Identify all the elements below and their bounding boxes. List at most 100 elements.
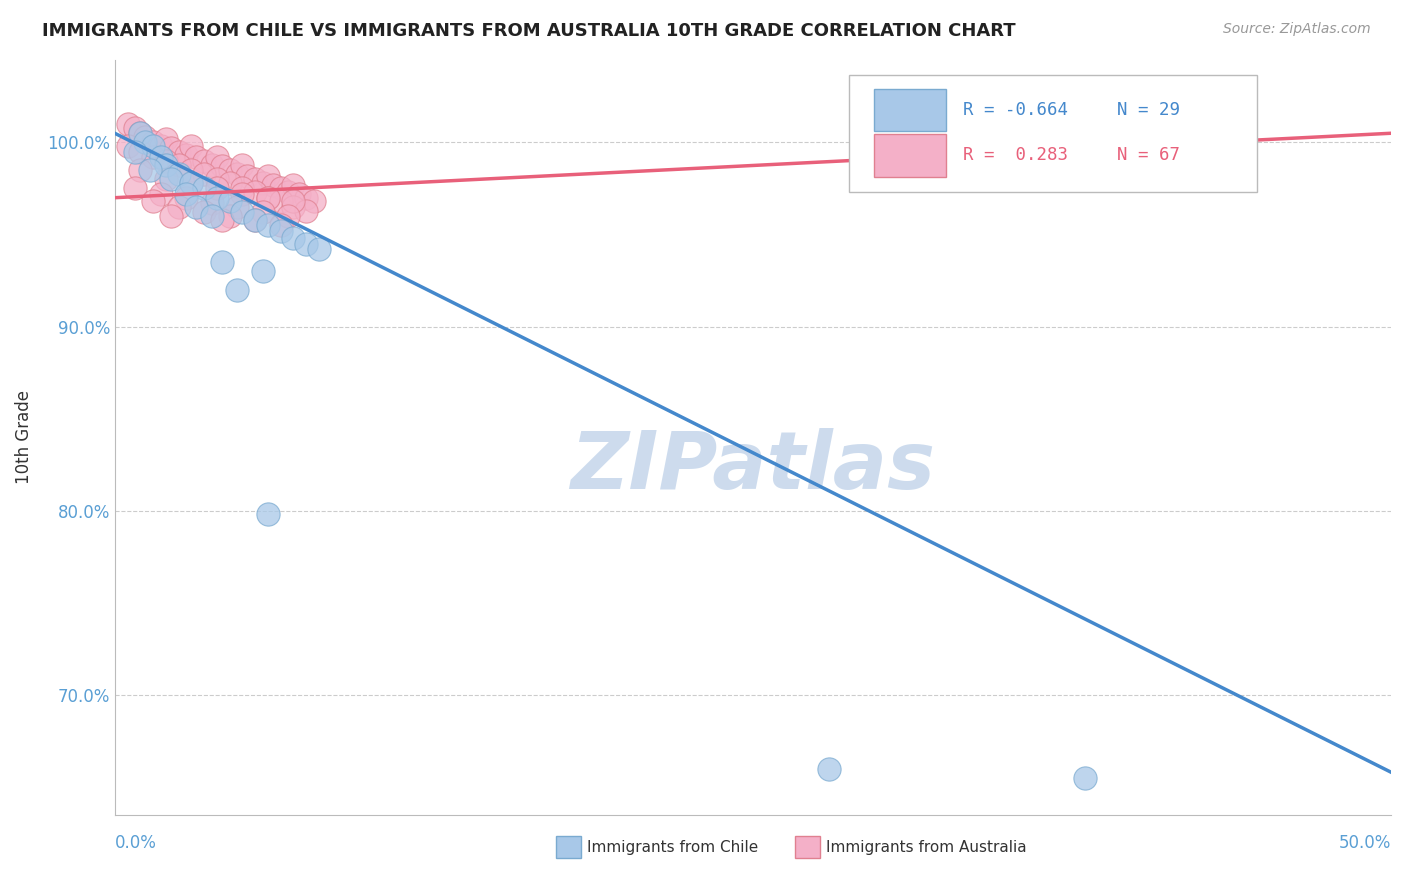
Point bbox=[270, 181, 292, 195]
Point bbox=[295, 191, 318, 205]
Point bbox=[142, 150, 165, 164]
Point bbox=[193, 181, 215, 195]
Text: 50.0%: 50.0% bbox=[1339, 834, 1391, 852]
Point bbox=[243, 185, 266, 199]
Point bbox=[211, 255, 233, 269]
Point bbox=[218, 209, 240, 223]
Point bbox=[149, 139, 172, 153]
Point bbox=[295, 236, 318, 251]
Point bbox=[270, 224, 292, 238]
Text: N = 67: N = 67 bbox=[1116, 146, 1180, 164]
Point bbox=[818, 762, 841, 776]
Y-axis label: 10th Grade: 10th Grade bbox=[15, 390, 32, 484]
Point bbox=[226, 200, 249, 214]
Point bbox=[180, 176, 202, 190]
Point bbox=[270, 194, 292, 209]
Point bbox=[283, 200, 305, 214]
Point bbox=[193, 167, 215, 181]
Point bbox=[160, 141, 183, 155]
Point bbox=[174, 148, 197, 162]
Point bbox=[277, 209, 299, 223]
Point bbox=[236, 169, 259, 183]
Point bbox=[201, 209, 224, 223]
Point bbox=[270, 219, 292, 233]
Point bbox=[124, 145, 146, 159]
Point bbox=[243, 212, 266, 227]
Point bbox=[167, 157, 190, 171]
Point bbox=[277, 185, 299, 199]
Point bbox=[139, 163, 162, 178]
Point bbox=[283, 178, 305, 192]
Point bbox=[252, 205, 274, 219]
Point bbox=[142, 139, 165, 153]
Text: Immigrants from Australia: Immigrants from Australia bbox=[825, 840, 1026, 855]
Point bbox=[231, 205, 253, 219]
Point bbox=[129, 126, 152, 140]
Point bbox=[155, 172, 177, 186]
Point bbox=[262, 178, 284, 192]
Text: Source: ZipAtlas.com: Source: ZipAtlas.com bbox=[1223, 22, 1371, 37]
Point bbox=[129, 145, 152, 159]
Point bbox=[201, 157, 224, 171]
Point bbox=[155, 153, 177, 168]
Point bbox=[218, 194, 240, 209]
Point bbox=[295, 203, 318, 218]
Point bbox=[129, 163, 152, 178]
Point bbox=[167, 200, 190, 214]
Point bbox=[160, 172, 183, 186]
Text: ZIPatlas: ZIPatlas bbox=[571, 428, 935, 507]
Point bbox=[117, 117, 139, 131]
Point bbox=[243, 212, 266, 227]
Point bbox=[124, 120, 146, 135]
Point bbox=[186, 200, 208, 214]
Point bbox=[302, 194, 325, 209]
Point bbox=[205, 150, 228, 164]
Point bbox=[155, 157, 177, 171]
Point bbox=[149, 187, 172, 202]
Point bbox=[155, 132, 177, 146]
Point bbox=[283, 231, 305, 245]
Point bbox=[252, 176, 274, 190]
Point bbox=[1073, 771, 1095, 785]
Point bbox=[218, 163, 240, 178]
Point bbox=[308, 242, 330, 256]
Point bbox=[226, 283, 249, 297]
Point bbox=[257, 169, 280, 183]
Point bbox=[174, 187, 197, 202]
Point bbox=[211, 160, 233, 174]
Text: R = -0.664: R = -0.664 bbox=[963, 101, 1069, 120]
Point bbox=[180, 139, 202, 153]
Point bbox=[257, 191, 280, 205]
Point bbox=[167, 145, 190, 159]
FancyBboxPatch shape bbox=[875, 135, 946, 177]
Point bbox=[193, 205, 215, 219]
Point bbox=[134, 130, 156, 145]
Text: Immigrants from Chile: Immigrants from Chile bbox=[586, 840, 758, 855]
Point bbox=[142, 194, 165, 209]
Point bbox=[117, 139, 139, 153]
Point bbox=[257, 219, 280, 233]
Point bbox=[167, 167, 190, 181]
Point bbox=[211, 212, 233, 227]
Point bbox=[186, 150, 208, 164]
Point bbox=[283, 194, 305, 209]
Point bbox=[231, 181, 253, 195]
Text: R =  0.283: R = 0.283 bbox=[963, 146, 1069, 164]
Point bbox=[252, 264, 274, 278]
Point bbox=[160, 209, 183, 223]
Point bbox=[205, 172, 228, 186]
Point bbox=[287, 187, 309, 202]
Point bbox=[193, 153, 215, 168]
Point bbox=[180, 163, 202, 178]
Point bbox=[201, 196, 224, 211]
Point bbox=[218, 176, 240, 190]
Point bbox=[205, 191, 228, 205]
Point bbox=[231, 187, 253, 202]
Point bbox=[257, 508, 280, 522]
Point bbox=[129, 126, 152, 140]
Point bbox=[243, 172, 266, 186]
Text: IMMIGRANTS FROM CHILE VS IMMIGRANTS FROM AUSTRALIA 10TH GRADE CORRELATION CHART: IMMIGRANTS FROM CHILE VS IMMIGRANTS FROM… bbox=[42, 22, 1015, 40]
Point bbox=[205, 181, 228, 195]
Point bbox=[124, 181, 146, 195]
Point bbox=[226, 167, 249, 181]
